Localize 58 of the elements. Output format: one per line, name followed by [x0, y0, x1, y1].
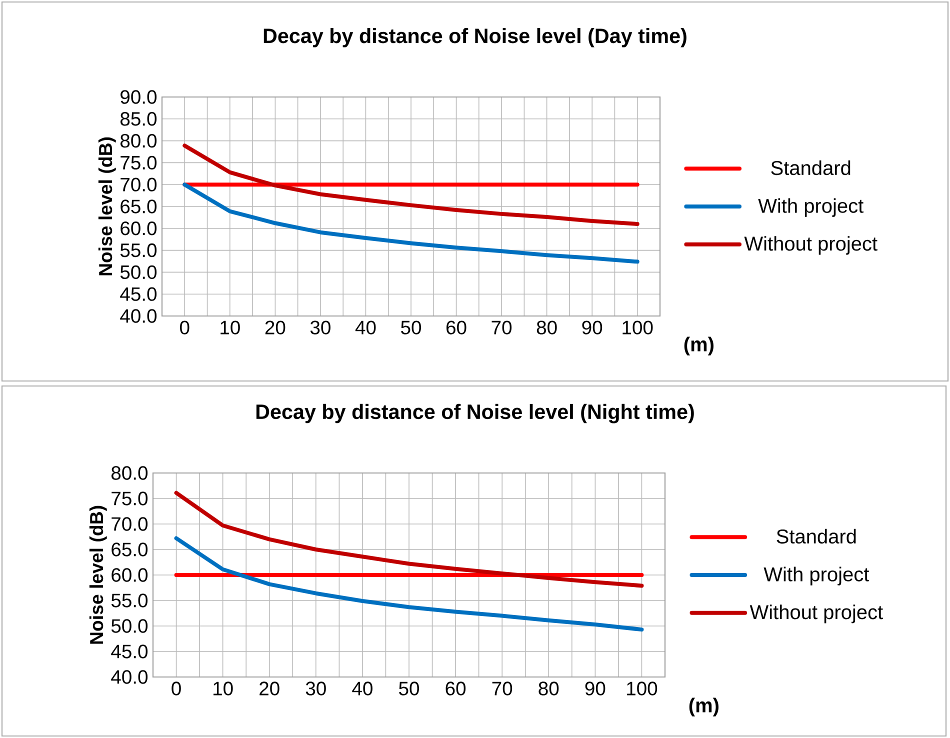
y-tick-label: 55.0 — [120, 243, 157, 258]
y-tick-label: 60.0 — [112, 568, 148, 582]
x-tick-label: 60 — [446, 320, 466, 334]
x-axis-title: (m) — [684, 336, 714, 356]
y-axis-title: Noise level (dB) — [98, 137, 116, 276]
x-tick-label: 30 — [310, 320, 330, 334]
legend-label: With project — [764, 566, 870, 586]
y-tick-label: 75.0 — [120, 156, 157, 170]
y-tick-label: 65.0 — [120, 200, 157, 214]
y-tick-label: 70.0 — [120, 178, 157, 192]
y-tick-label: 70.0 — [112, 517, 148, 531]
y-tick-label: 40.0 — [111, 670, 148, 684]
y-tick-label: 45.0 — [120, 287, 157, 301]
chart-title: Decay by distance of Noise level (Day time) — [264, 28, 686, 48]
x-tick-label: 0 — [180, 320, 190, 334]
y-tick-label: 50.0 — [120, 265, 157, 280]
y-tick-label: 80.0 — [112, 466, 148, 480]
y-axis-title: Noise level (dB) — [89, 506, 107, 644]
x-tick-label: 90 — [585, 682, 606, 696]
y-tick-label: 90.0 — [120, 90, 157, 104]
x-tick-label: 70 — [492, 320, 512, 334]
x-tick-label: 40 — [352, 682, 372, 696]
legend-label: Standard — [776, 528, 856, 544]
legend-label: With project — [758, 198, 864, 217]
y-tick-label: 75.0 — [112, 492, 148, 506]
y-tick-label: 50.0 — [111, 619, 148, 633]
legend-label: Without project — [750, 604, 883, 624]
y-tick-label: 60.0 — [120, 222, 157, 236]
line-series — [174, 490, 644, 588]
y-tick-label: 85.0 — [120, 112, 157, 126]
x-tick-label: 90 — [582, 320, 602, 334]
x-tick-label: 60 — [446, 682, 466, 696]
x-tick-label: 0 — [172, 682, 181, 696]
x-tick-label: 50 — [401, 320, 421, 334]
x-axis-title: (m) — [689, 698, 718, 716]
legend-label: Standard — [771, 160, 850, 176]
x-tick-label: 80 — [536, 320, 557, 334]
line-series — [174, 536, 644, 632]
legend-label: Without project — [744, 236, 878, 255]
y-tick-label: 65.0 — [112, 542, 148, 556]
chart-title: Decay by distance of Noise level (Night time) — [256, 404, 694, 424]
x-tick-label: 50 — [399, 682, 419, 696]
x-tick-label: 100 — [627, 682, 658, 696]
y-tick-label: 80.0 — [120, 134, 157, 148]
line-series — [182, 182, 640, 264]
line-series — [182, 144, 640, 226]
x-tick-label: 10 — [220, 320, 240, 334]
x-tick-label: 10 — [214, 682, 233, 696]
y-tick-label: 55.0 — [111, 594, 148, 608]
x-tick-label: 100 — [622, 320, 653, 334]
x-tick-label: 20 — [260, 682, 280, 696]
x-tick-label: 70 — [492, 682, 512, 696]
x-tick-label: 80 — [538, 682, 559, 696]
y-tick-label: 40.0 — [120, 309, 157, 323]
x-tick-label: 40 — [355, 320, 376, 334]
x-tick-label: 20 — [265, 320, 286, 334]
y-tick-label: 45.0 — [111, 644, 148, 658]
x-tick-label: 30 — [306, 682, 326, 696]
